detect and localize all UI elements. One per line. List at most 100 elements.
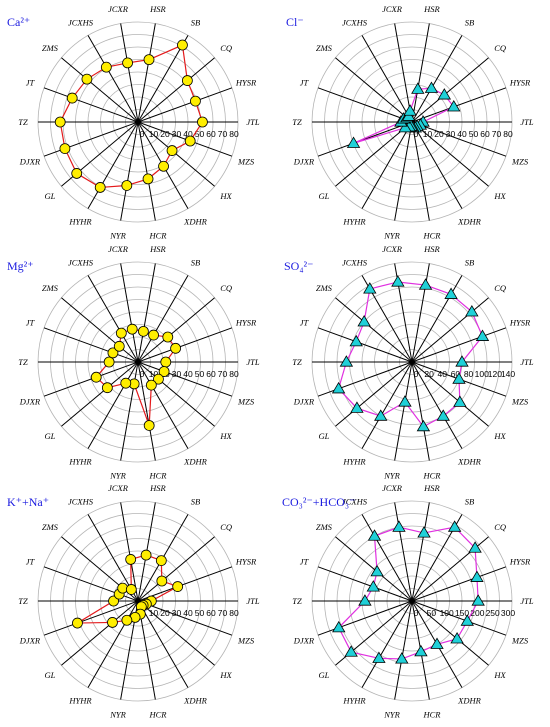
data-point [153, 373, 164, 385]
spoke-line [137, 57, 215, 123]
data-point [142, 173, 154, 185]
spoke-line [137, 600, 189, 688]
spoke-label: JTL [246, 596, 260, 606]
chart-title: K⁺+Na⁺ [7, 495, 49, 509]
data-point [350, 401, 364, 413]
data-point [455, 355, 469, 367]
spoke-label: MZS [237, 156, 255, 166]
data-point [158, 160, 169, 172]
tick-label: 20 [424, 369, 434, 379]
tick-label: 300 [501, 608, 515, 618]
data-point [339, 355, 354, 367]
data-point [166, 145, 178, 156]
spoke-line [411, 121, 507, 157]
data-point [155, 555, 167, 566]
spoke-line [120, 502, 139, 602]
data-point [344, 645, 358, 657]
chart-title: Ca²⁺ [7, 15, 30, 29]
spoke-label: HX [219, 670, 232, 680]
spoke-line [61, 297, 139, 363]
data-point [66, 92, 78, 104]
spoke-line [317, 121, 413, 157]
spoke-line [361, 35, 413, 123]
spoke-label: HYSR [509, 318, 531, 328]
spoke-label: SB [191, 496, 200, 506]
spoke-label: CQ [494, 283, 506, 293]
tick-label: 30 [446, 129, 456, 139]
spoke-label: NYR [109, 230, 126, 240]
tick-label: 0 [414, 608, 419, 618]
spoke-label: MZS [237, 635, 255, 645]
tick-label: 30 [172, 129, 182, 139]
spoke-line [411, 361, 463, 449]
spoke-line [120, 23, 139, 123]
spoke-label: HYHR [68, 457, 92, 467]
data-point [460, 614, 474, 626]
spoke-label: CQ [220, 43, 232, 53]
spoke-line [137, 361, 189, 449]
data-point [372, 651, 386, 663]
tick-label: 10 [149, 129, 159, 139]
spoke-label: DJXR [293, 156, 315, 166]
data-point [398, 395, 412, 407]
data-point [349, 334, 363, 347]
radar-panel: SB CQ HYSR JTL MZS HX XDHR HCR NYR HYHR GL DJXR TZ JT… [286, 4, 534, 241]
spoke-line [87, 121, 139, 209]
tick-label: 40 [438, 369, 448, 379]
spoke-line [137, 327, 233, 363]
data-point [358, 594, 372, 606]
radar-panel: SB CQ HYSR JTL MZS HX XDHR HCR NYR HYHR GL DJXR TZ JT… [282, 483, 534, 720]
data-point [126, 323, 138, 335]
tick-label: 60 [206, 369, 216, 379]
spoke-line [61, 600, 139, 666]
data-point [332, 620, 346, 633]
spoke-label: XDHR [183, 457, 207, 467]
chart-title: Mg²⁺ [7, 259, 34, 273]
data-point [391, 275, 405, 287]
data-point [363, 282, 377, 294]
spoke-label: GL [44, 191, 55, 201]
spoke-line [394, 121, 413, 221]
tick-label: 60 [206, 129, 216, 139]
data-point [143, 54, 155, 66]
spoke-line [335, 361, 413, 427]
spoke-label: JT [300, 318, 310, 328]
spoke-label: JCXR [382, 244, 403, 254]
spoke-label: GL [318, 191, 329, 201]
data-point [121, 180, 133, 191]
spoke-line [411, 600, 489, 666]
spoke-line [411, 57, 489, 123]
data-point [437, 88, 452, 100]
spoke-line [137, 536, 215, 602]
spoke-label: HSR [423, 244, 440, 254]
chart-title: SO₄²⁻ [284, 259, 313, 273]
data-point [72, 617, 83, 629]
data-point [430, 637, 444, 649]
spoke-line [317, 327, 413, 363]
tick-label: 20 [434, 129, 444, 139]
spoke-line [61, 361, 139, 427]
data-point [113, 340, 125, 352]
spoke-line [87, 361, 139, 449]
spoke-label: DJXR [293, 396, 315, 406]
spoke-label: CQ [220, 283, 232, 293]
tick-label: 40 [183, 129, 193, 139]
data-point [107, 617, 118, 628]
tick-label: 120 [488, 369, 502, 379]
data-point [100, 61, 112, 73]
spoke-label: NYR [383, 709, 400, 719]
spoke-label: HYSR [235, 78, 257, 88]
data-point [162, 331, 174, 343]
spoke-line [411, 121, 489, 187]
spoke-line [137, 23, 156, 123]
tick-label: 30 [172, 369, 182, 379]
tick-label: 10 [423, 129, 433, 139]
data-point [172, 581, 184, 592]
spoke-label: MZS [237, 396, 255, 406]
tick-label: 0 [140, 129, 145, 139]
data-point [94, 182, 106, 193]
spoke-label: NYR [383, 230, 400, 240]
spoke-line [361, 600, 413, 688]
data-point [331, 381, 346, 394]
